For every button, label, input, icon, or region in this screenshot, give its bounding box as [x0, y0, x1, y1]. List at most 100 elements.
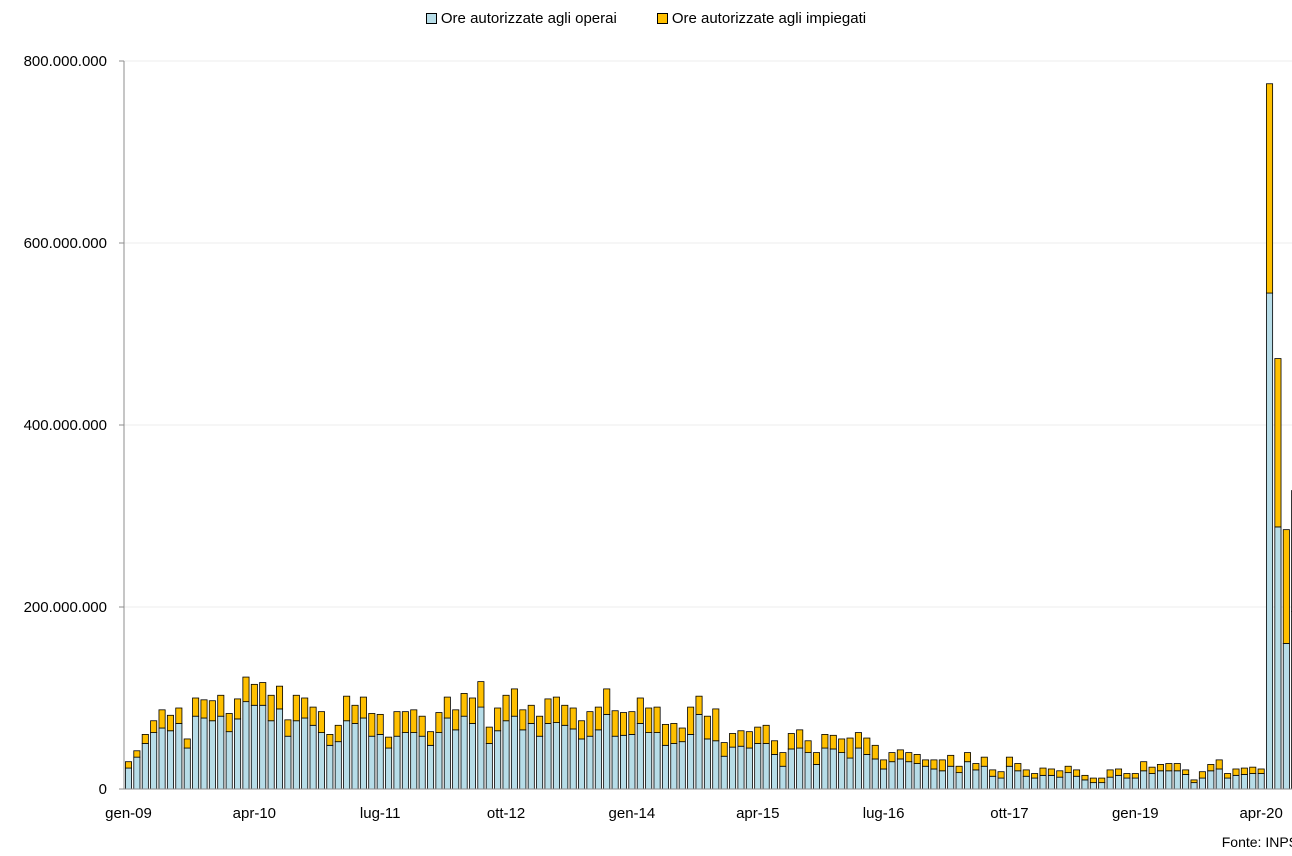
bar-impiegati	[1047, 768, 1055, 776]
bar-impiegati	[485, 726, 493, 744]
bar-impiegati	[267, 694, 275, 722]
bar-impiegati	[410, 709, 418, 733]
bar-impiegati	[1190, 779, 1198, 784]
bar-impiegati	[661, 723, 669, 746]
bar-impiegati	[468, 697, 476, 724]
bar-impiegati	[234, 698, 242, 720]
bar-operai	[1106, 776, 1114, 790]
bar-impiegati	[552, 696, 560, 723]
bar-operai	[779, 765, 787, 790]
bar-impiegati	[477, 681, 485, 708]
bar-operai	[1064, 772, 1072, 790]
bar-operai	[955, 772, 963, 790]
bar-impiegati	[250, 683, 258, 706]
bar-impiegati	[980, 756, 988, 767]
x-tick-label: gen-14	[609, 805, 656, 822]
bar-impiegati	[1115, 768, 1123, 776]
bar-operai	[544, 723, 552, 790]
bar-operai	[1266, 292, 1274, 790]
bar-operai	[812, 764, 820, 790]
bar-operai	[670, 743, 678, 790]
bar-operai	[821, 747, 829, 790]
bar-impiegati	[821, 734, 829, 749]
bar-impiegati	[401, 711, 409, 733]
bar-operai	[1148, 773, 1156, 790]
bar-impiegati	[754, 726, 762, 744]
bar-impiegati	[1022, 769, 1030, 777]
bar-operai	[972, 769, 980, 790]
bar-operai	[510, 715, 518, 790]
bar-operai	[762, 743, 770, 790]
bar-impiegati	[947, 754, 955, 767]
bar-impiegati	[334, 724, 342, 743]
bar-operai	[871, 758, 879, 790]
bar-operai	[829, 748, 837, 790]
bar-impiegati	[225, 713, 233, 733]
bar-operai	[552, 722, 560, 790]
bar-operai	[636, 723, 644, 790]
bar-operai	[695, 713, 703, 790]
bar-operai	[922, 765, 930, 790]
bar-impiegati	[1165, 763, 1173, 772]
bar-operai	[569, 728, 577, 790]
bar-operai	[1039, 774, 1047, 790]
bar-operai	[1047, 774, 1055, 790]
bar-impiegati	[737, 730, 745, 747]
bar-operai	[468, 723, 476, 790]
bar-operai	[1115, 774, 1123, 790]
bar-operai	[1098, 782, 1106, 790]
bar-impiegati	[351, 704, 359, 724]
bar-operai	[250, 704, 258, 790]
bar-impiegati	[1064, 765, 1072, 774]
bar-operai	[519, 729, 527, 790]
bar-impiegati	[376, 713, 384, 735]
bar-operai	[1123, 777, 1131, 790]
bar-impiegati	[1056, 770, 1064, 778]
bar-operai	[393, 735, 401, 790]
bar-impiegati	[678, 727, 686, 743]
bar-operai	[1232, 774, 1240, 790]
gridlines	[124, 60, 1292, 608]
bar-impiegati	[393, 711, 401, 737]
bar-impiegati	[1249, 766, 1257, 774]
bar-impiegati	[561, 704, 569, 726]
bar-operai	[863, 754, 871, 790]
legend-item-impiegati: Ore autorizzate agli impiegati	[656, 10, 866, 27]
bar-operai	[418, 735, 426, 790]
bar-impiegati	[670, 723, 678, 744]
bar-impiegati	[259, 682, 267, 706]
bar-operai	[729, 746, 737, 790]
bar-operai	[292, 720, 300, 790]
x-tick-label: apr-20	[1239, 805, 1282, 822]
bar-impiegati	[922, 759, 930, 767]
bar-operai	[351, 723, 359, 790]
bar-operai	[930, 768, 938, 790]
bar-operai	[183, 747, 191, 790]
bar-operai	[1022, 775, 1030, 790]
bar-operai	[1282, 643, 1290, 790]
bar-impiegati	[569, 707, 577, 730]
bar-impiegati	[829, 734, 837, 750]
bar-operai	[653, 732, 661, 790]
y-tick-label: 600.000.000	[24, 235, 107, 252]
bar-impiegati	[141, 734, 149, 744]
bar-impiegati	[863, 737, 871, 755]
bar-operai	[720, 755, 728, 790]
bar-operai	[133, 756, 141, 790]
bar-impiegati	[527, 704, 535, 724]
bar-impiegati	[695, 695, 703, 715]
bar-operai	[1014, 770, 1022, 790]
bar-impiegati	[284, 719, 292, 737]
bar-impiegati	[494, 707, 502, 732]
bar-impiegati	[712, 708, 720, 742]
bar-operai	[703, 738, 711, 790]
bar-impiegati	[1089, 777, 1097, 784]
bar-impiegati	[729, 733, 737, 748]
bar-operai	[259, 704, 267, 790]
bar-operai	[242, 701, 250, 790]
bar-impiegati	[779, 752, 787, 767]
bar-operai	[586, 735, 594, 790]
bar-operai	[334, 741, 342, 790]
bar-impiegati	[1274, 358, 1282, 528]
